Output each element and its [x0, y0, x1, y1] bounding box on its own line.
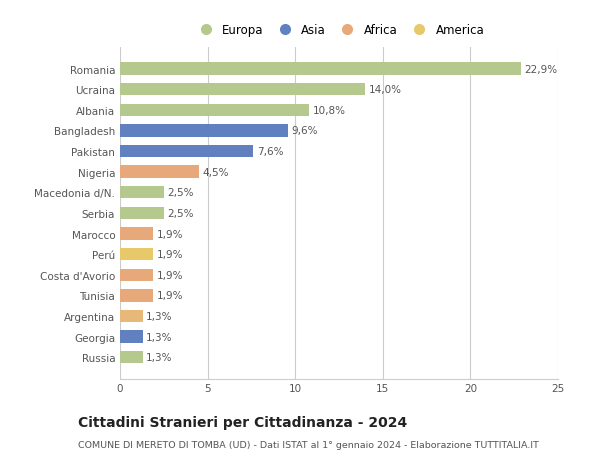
Bar — [120, 187, 164, 199]
Text: 1,9%: 1,9% — [157, 270, 183, 280]
Bar — [120, 351, 143, 364]
Text: 7,6%: 7,6% — [257, 147, 283, 157]
Bar — [120, 166, 199, 179]
Bar — [120, 63, 521, 76]
Bar — [120, 228, 153, 240]
Bar — [120, 331, 143, 343]
Bar — [120, 290, 153, 302]
Text: 1,3%: 1,3% — [146, 353, 173, 363]
Bar — [120, 248, 153, 261]
Text: 9,6%: 9,6% — [292, 126, 318, 136]
Bar — [120, 125, 288, 137]
Text: 1,9%: 1,9% — [157, 291, 183, 301]
Bar — [120, 269, 153, 281]
Bar — [120, 310, 143, 323]
Bar — [120, 207, 164, 219]
Bar — [120, 84, 365, 96]
Text: 2,5%: 2,5% — [167, 188, 194, 198]
Text: 1,3%: 1,3% — [146, 311, 173, 321]
Text: 1,9%: 1,9% — [157, 229, 183, 239]
Text: COMUNE DI MERETO DI TOMBA (UD) - Dati ISTAT al 1° gennaio 2024 - Elaborazione TU: COMUNE DI MERETO DI TOMBA (UD) - Dati IS… — [78, 440, 539, 449]
Text: Cittadini Stranieri per Cittadinanza - 2024: Cittadini Stranieri per Cittadinanza - 2… — [78, 415, 407, 429]
Legend: Europa, Asia, Africa, America: Europa, Asia, Africa, America — [194, 24, 484, 37]
Text: 4,5%: 4,5% — [202, 167, 229, 177]
Bar — [120, 146, 253, 158]
Text: 22,9%: 22,9% — [525, 64, 558, 74]
Text: 1,9%: 1,9% — [157, 250, 183, 260]
Bar — [120, 104, 309, 117]
Text: 10,8%: 10,8% — [313, 106, 346, 116]
Text: 1,3%: 1,3% — [146, 332, 173, 342]
Text: 2,5%: 2,5% — [167, 208, 194, 218]
Text: 14,0%: 14,0% — [369, 85, 402, 95]
